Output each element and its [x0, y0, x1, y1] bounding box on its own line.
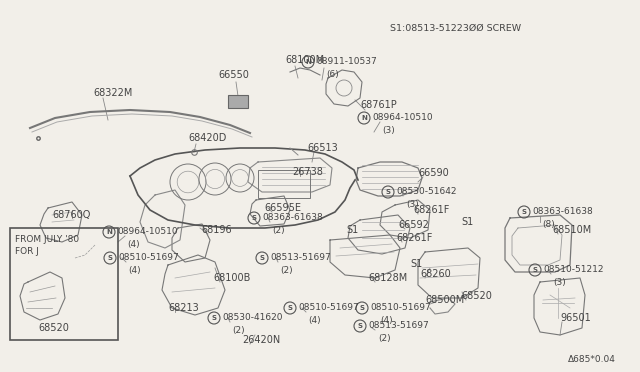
Polygon shape — [228, 95, 248, 108]
Text: (4): (4) — [127, 241, 140, 250]
Text: (2): (2) — [232, 327, 244, 336]
Text: 08510-51697: 08510-51697 — [118, 253, 179, 263]
Text: 68760Q: 68760Q — [52, 210, 90, 220]
Text: S: S — [522, 209, 527, 215]
Text: S: S — [360, 305, 365, 311]
Text: 68261F: 68261F — [413, 205, 449, 215]
Text: 68196: 68196 — [201, 225, 232, 235]
Text: 68261F: 68261F — [396, 233, 433, 243]
Text: 08530-51642: 08530-51642 — [396, 187, 456, 196]
Text: S: S — [287, 305, 292, 311]
Text: 68260: 68260 — [420, 269, 451, 279]
Text: (2): (2) — [378, 334, 390, 343]
Text: 68322M: 68322M — [93, 88, 132, 98]
Text: 68100M: 68100M — [285, 55, 324, 65]
Text: (2): (2) — [272, 227, 285, 235]
Text: 08530-41620: 08530-41620 — [222, 314, 282, 323]
Text: 66595E: 66595E — [264, 203, 301, 213]
Text: S: S — [252, 215, 257, 221]
Text: (6): (6) — [326, 71, 339, 80]
Text: 68100B: 68100B — [213, 273, 250, 283]
Text: S1: S1 — [346, 225, 358, 235]
Text: 08510-51697: 08510-51697 — [298, 304, 359, 312]
Text: (8): (8) — [542, 221, 555, 230]
Text: 08964-10510: 08964-10510 — [117, 228, 178, 237]
Text: 68761P: 68761P — [360, 100, 397, 110]
Text: FROM JULY '80: FROM JULY '80 — [15, 235, 79, 244]
Text: S: S — [211, 315, 216, 321]
Text: S1: S1 — [410, 259, 422, 269]
Text: (4): (4) — [380, 317, 392, 326]
Text: 66550: 66550 — [218, 70, 249, 80]
Text: (3): (3) — [382, 126, 395, 135]
Text: S1:08513-51223ØØ SCREW: S1:08513-51223ØØ SCREW — [390, 23, 521, 32]
Text: 68420D: 68420D — [188, 133, 227, 143]
Text: S: S — [532, 267, 538, 273]
Text: 08363-61638: 08363-61638 — [262, 214, 323, 222]
Text: (4): (4) — [308, 317, 321, 326]
Text: 68520: 68520 — [461, 291, 492, 301]
Text: 68213: 68213 — [168, 303, 199, 313]
Text: S: S — [259, 255, 264, 261]
Text: 08964-10510: 08964-10510 — [372, 113, 433, 122]
Text: N: N — [305, 59, 311, 65]
Text: 66590: 66590 — [418, 168, 449, 178]
Text: (3): (3) — [406, 201, 419, 209]
Text: 08513-51697: 08513-51697 — [368, 321, 429, 330]
Text: (4): (4) — [128, 266, 141, 276]
Text: FOR J: FOR J — [15, 247, 39, 257]
Text: S: S — [385, 189, 390, 195]
Text: 68500M: 68500M — [425, 295, 464, 305]
Text: N: N — [106, 229, 112, 235]
Text: (3): (3) — [553, 279, 566, 288]
Text: S: S — [108, 255, 113, 261]
Text: 08513-51697: 08513-51697 — [270, 253, 331, 263]
Text: (2): (2) — [280, 266, 292, 276]
Text: 68520: 68520 — [38, 323, 69, 333]
Text: 66592: 66592 — [398, 220, 429, 230]
Text: 08363-61638: 08363-61638 — [532, 208, 593, 217]
Text: 08510-51212: 08510-51212 — [543, 266, 604, 275]
Text: 08510-51697: 08510-51697 — [370, 304, 431, 312]
Text: 96501: 96501 — [560, 313, 591, 323]
Text: 26420N: 26420N — [242, 335, 280, 345]
Text: N: N — [361, 115, 367, 121]
Text: S: S — [358, 323, 362, 329]
Text: 26738: 26738 — [292, 167, 323, 177]
Text: 68510M: 68510M — [552, 225, 591, 235]
Text: 08911-10537: 08911-10537 — [316, 58, 377, 67]
Text: 68128M: 68128M — [368, 273, 407, 283]
Text: S1: S1 — [461, 217, 473, 227]
Text: Δ685*0.04: Δ685*0.04 — [568, 356, 616, 365]
Bar — [10, 228, 118, 340]
Text: 66513: 66513 — [307, 143, 338, 153]
